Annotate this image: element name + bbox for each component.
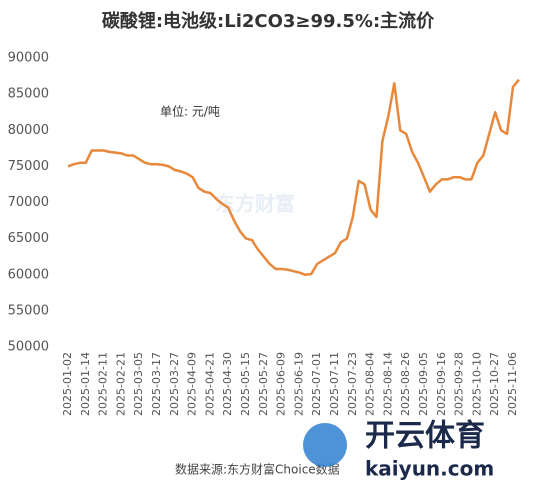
x-tick-label: 2025-09-28 [453, 352, 466, 416]
x-tick-label: 2025-08-04 [364, 352, 377, 416]
logo: 开云体育 kaiyun.com [303, 419, 494, 481]
x-tick-label: 2025-04-09 [186, 352, 199, 416]
x-tick-label: 2025-01-14 [79, 352, 92, 416]
y-tick-label: 70000 [8, 195, 49, 210]
x-tick-label: 2025-01-02 [61, 352, 74, 416]
x-tick-label: 2025-07-11 [328, 352, 341, 416]
x-tick-label: 2025-06-19 [292, 352, 305, 416]
x-tick-label: 2025-07-23 [346, 352, 359, 416]
unit-note: 单位: 元/吨 [160, 104, 220, 119]
logo-ball [303, 423, 347, 467]
x-tick-label: 2025-10-10 [470, 352, 483, 416]
y-tick-label: 85000 [8, 87, 49, 102]
x-tick-label: 2025-08-26 [399, 352, 412, 416]
x-tick-label: 2025-07-01 [310, 352, 323, 416]
x-tick-label: 2025-03-27 [168, 352, 181, 416]
x-tick-label: 2025-03-17 [150, 352, 163, 416]
logo-url: kaiyun.com [365, 457, 494, 481]
x-tick-label: 2025-04-30 [221, 352, 234, 416]
x-tick-label: 2025-05-15 [239, 352, 252, 416]
price-line [67, 78, 520, 277]
y-tick-label: 80000 [8, 123, 49, 138]
y-tick-label: 65000 [8, 231, 49, 246]
logo-text: 开云体育 [365, 419, 485, 454]
x-tick-label: 2025-03-05 [132, 352, 145, 416]
y-tick-label: 75000 [8, 159, 49, 174]
chart-title: 碳酸锂:电池级:Li2CO3≥99.5%:主流价 [102, 10, 435, 32]
watermark: 东方财富 [215, 192, 295, 216]
y-tick-label: 55000 [8, 303, 49, 318]
x-tick-label: 2025-09-05 [417, 352, 430, 416]
y-tick-label: 90000 [8, 51, 49, 66]
x-tick-label: 2025-06-09 [275, 352, 288, 416]
x-tick-label: 2025-02-11 [97, 352, 110, 416]
x-tick-label: 2025-04-21 [203, 352, 216, 416]
x-tick-label: 2025-02-21 [114, 352, 127, 416]
y-tick-label: 60000 [8, 267, 49, 282]
x-tick-label: 2025-11-06 [506, 352, 519, 416]
x-tick-label: 2025-05-27 [257, 352, 270, 416]
x-tick-label: 2025-08-14 [381, 352, 394, 416]
x-tick-label: 2025-10-27 [488, 352, 501, 416]
y-tick-label: 50000 [8, 340, 49, 355]
x-tick-label: 2025-09-16 [435, 352, 448, 416]
source: 数据来源:东方财富Choice数据 [175, 462, 340, 477]
